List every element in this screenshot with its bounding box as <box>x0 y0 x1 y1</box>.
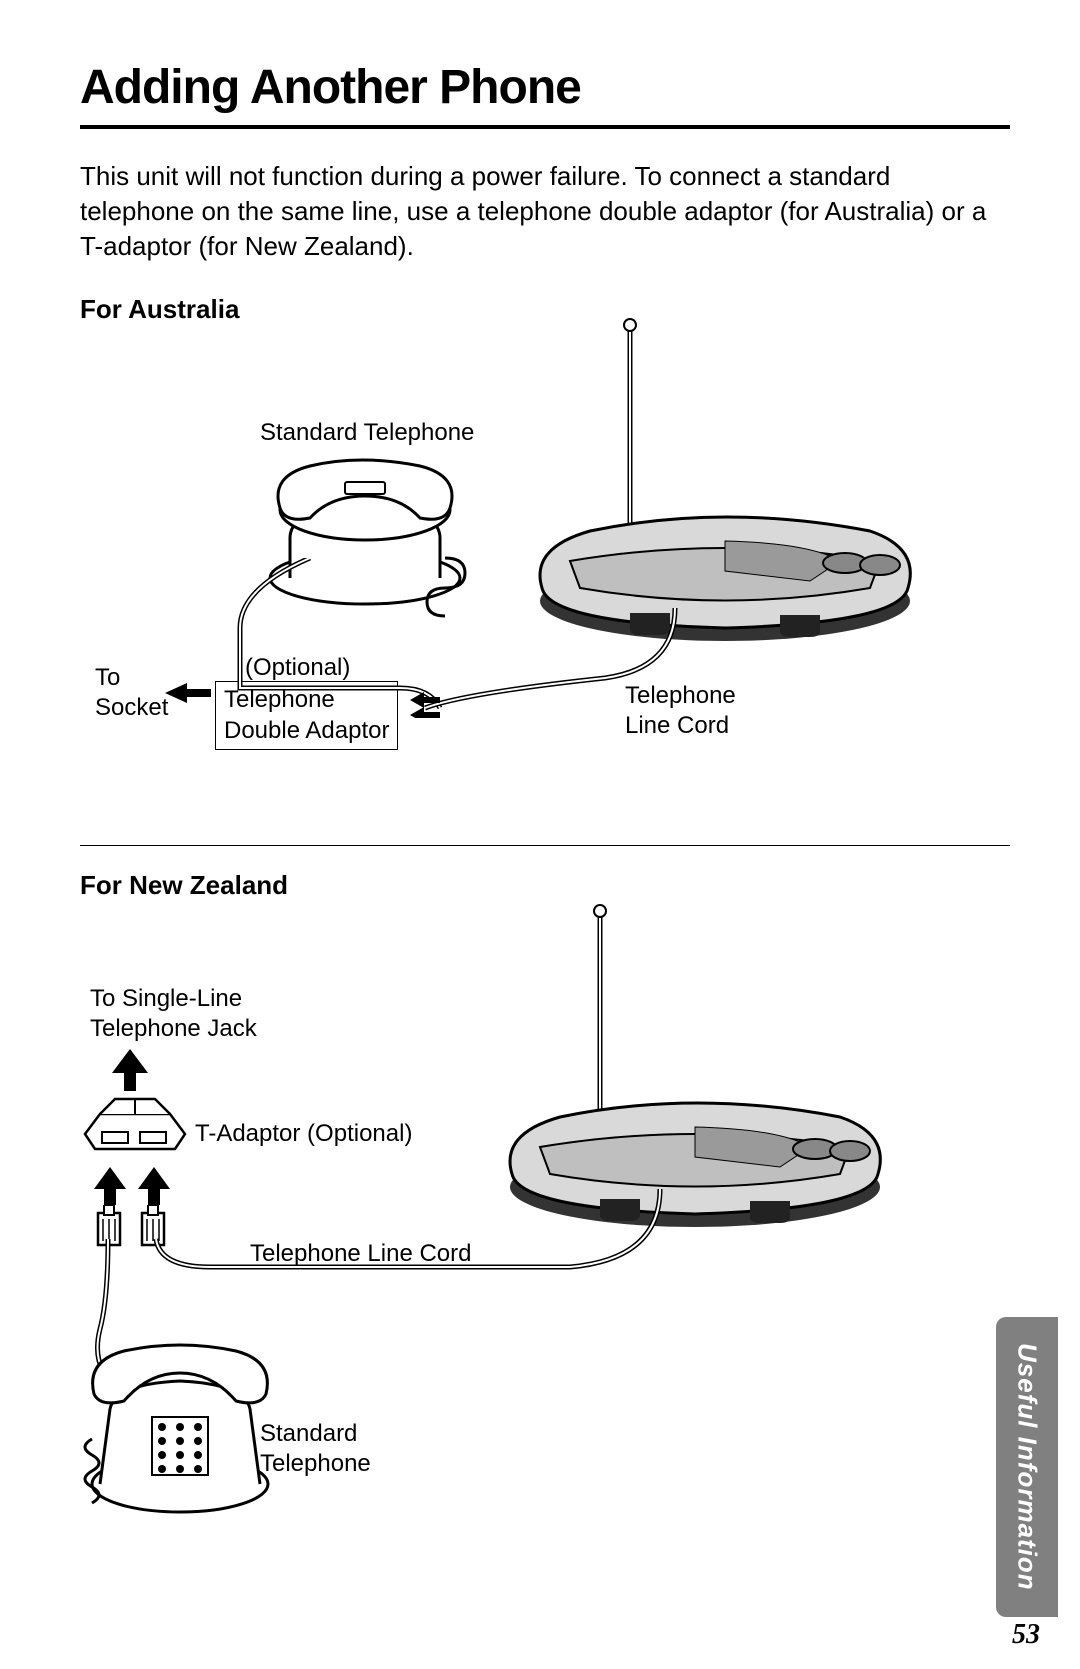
intro-text: This unit will not function during a pow… <box>80 159 1010 264</box>
t-adaptor-icon <box>80 1094 190 1164</box>
cord-base-to-adaptor <box>405 608 695 718</box>
side-tab-label: Useful Information <box>1012 1343 1043 1591</box>
manual-page: Adding Another Phone This unit will not … <box>0 0 1080 1669</box>
label-to-jack: To Single-Line Telephone Jack <box>90 984 257 1044</box>
page-title: Adding Another Phone <box>80 60 1010 115</box>
side-tab: Useful Information <box>996 1317 1058 1617</box>
base-unit-icon <box>510 313 940 653</box>
label-standard-telephone-au: Standard Telephone <box>260 418 474 448</box>
base-unit-icon <box>480 899 910 1239</box>
arrow-up-icon <box>108 1049 152 1093</box>
label-to-socket: To Socket <box>95 663 168 723</box>
nz-diagram: To Single-Line Telephone Jack T-Adaptor … <box>80 909 1010 1529</box>
arrow-left-icon <box>165 681 215 711</box>
nz-heading: For New Zealand <box>80 870 1010 901</box>
arrow-up-icon <box>88 1167 132 1207</box>
label-t-adaptor: T-Adaptor (Optional) <box>195 1119 412 1149</box>
standard-telephone-icon <box>80 1339 280 1519</box>
page-number: 53 <box>1012 1619 1040 1651</box>
australia-diagram: Standard Telephone To Socket (Optional) … <box>80 333 1010 833</box>
section-divider <box>80 845 1010 846</box>
title-rule <box>80 125 1010 129</box>
